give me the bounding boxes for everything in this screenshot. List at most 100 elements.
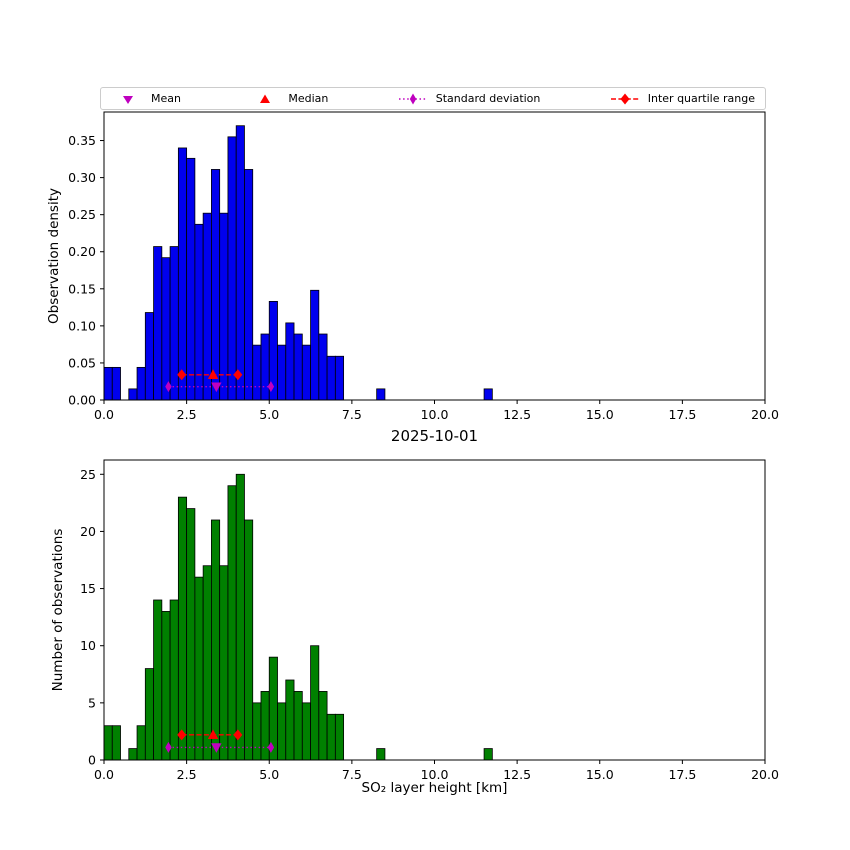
histogram-bar — [153, 599, 163, 761]
legend-label: Standard deviation — [435, 92, 541, 105]
mean-marker — [211, 743, 222, 753]
x-tick-label: 10.0 — [421, 767, 449, 782]
histogram-bar — [103, 725, 113, 761]
histogram-bar — [144, 312, 154, 401]
histogram-bar — [194, 223, 204, 401]
histogram-bar — [136, 366, 146, 401]
y-tick-label: 0 — [88, 753, 96, 768]
histogram-bar — [293, 333, 303, 401]
y-tick-label: 0.30 — [68, 170, 96, 185]
y-tick-label: 20 — [80, 524, 96, 539]
x-tick-label: 10.0 — [421, 407, 449, 422]
legend-label: Median — [288, 92, 329, 105]
legend: Mean Median Standard deviation Inter quarti… — [100, 87, 766, 110]
histogram-bar — [326, 355, 336, 401]
plot-title-date: 2025-10-01 — [390, 427, 479, 445]
x-tick-label: 15.0 — [586, 767, 614, 782]
iqr-diamond-marker — [177, 369, 187, 381]
histogram-bar — [194, 576, 204, 761]
histogram-bar — [301, 702, 311, 761]
histogram-bar — [252, 702, 262, 761]
legend-item: Standard deviation — [396, 92, 541, 106]
y-tick-label: 0.05 — [68, 355, 96, 370]
histogram-bar — [277, 344, 287, 401]
histogram-bar — [153, 246, 163, 401]
histogram-bar — [376, 748, 386, 761]
histogram-bar — [334, 713, 345, 761]
legend-item: Median — [248, 92, 328, 106]
y-tick-label: 5 — [88, 695, 96, 710]
histogram-bar — [318, 691, 328, 761]
x-tick-label: 12.5 — [503, 767, 531, 782]
histogram-bar — [144, 668, 154, 761]
histogram-bar — [111, 366, 121, 401]
iqr-line-icon — [610, 93, 639, 104]
histogram-bar — [111, 725, 121, 761]
histogram-bar — [318, 333, 328, 401]
x-tick-label: 0.0 — [94, 767, 114, 782]
histogram-bar — [227, 485, 237, 761]
y-tick-label: 0.25 — [68, 207, 96, 222]
histogram-bar — [334, 355, 345, 401]
mean-marker — [211, 382, 222, 393]
histogram-bar — [310, 645, 320, 761]
std-diamond-marker — [165, 381, 172, 393]
histogram-bar — [169, 599, 179, 761]
histogram-bar — [244, 519, 254, 761]
histogram-bar — [211, 519, 221, 761]
histogram-bar — [128, 748, 138, 761]
histogram-bar — [310, 289, 320, 401]
histogram-bar — [293, 691, 303, 761]
histogram-bar — [186, 157, 196, 401]
triangle-up-icon — [260, 94, 271, 103]
median-marker — [207, 369, 219, 379]
histogram-bar — [376, 388, 386, 401]
legend-label: Mean — [151, 92, 181, 105]
histogram-bar — [169, 246, 179, 401]
triangle-down-icon — [123, 95, 133, 104]
histogram-plot-0: 0.0 2.5 5.0 7.5 10.0 12.5 15.0 17.5 20.0 0.00 0.05… — [68, 111, 779, 422]
iqr-diamond-marker — [233, 369, 243, 381]
histogram-bar — [128, 388, 138, 401]
std-diamond-marker — [267, 741, 275, 753]
legend-label: Inter quartile range — [647, 92, 755, 105]
histogram-bar — [244, 169, 254, 401]
histogram-bar — [227, 136, 237, 401]
histogram-bar — [285, 679, 295, 761]
histogram-bar — [252, 344, 262, 401]
histogram-bar — [277, 702, 287, 761]
x-tick-label: 5.0 — [259, 767, 279, 782]
x-tick-label: 7.5 — [342, 767, 362, 782]
y-tick-label: 10 — [80, 638, 96, 653]
iqr-diamond-marker — [233, 729, 243, 741]
x-tick-label: 0.0 — [94, 407, 114, 422]
histogram-bar — [136, 725, 146, 761]
iqr-diamond-marker — [177, 729, 187, 741]
x-tick-label: 5.0 — [259, 407, 279, 422]
histogram-bar — [103, 366, 113, 401]
histogram-bar — [483, 388, 493, 401]
histogram-bar — [219, 212, 229, 401]
histogram-bar — [177, 496, 188, 761]
x-tick-label: 7.5 — [342, 407, 362, 422]
histogram-bar — [161, 257, 171, 401]
std-line-icon — [398, 93, 427, 104]
histogram-bar — [202, 212, 212, 401]
histogram-bar — [161, 611, 171, 761]
histogram-bar — [301, 344, 311, 401]
y-tick-label: 25 — [80, 467, 96, 482]
legend-item: Inter quartile range — [608, 92, 755, 106]
median-marker — [207, 729, 219, 740]
x-tick-label: 2.5 — [177, 767, 197, 782]
histogram-bar — [211, 169, 221, 401]
histogram-plot-1: 0.0 2.5 5.0 7.5 10.0 12.5 15.0 17.5 20.0 0 5 10 15 20… — [80, 459, 779, 782]
std-diamond-marker — [165, 741, 172, 753]
histogram-bar — [177, 147, 188, 401]
y-tick-label: 0.00 — [68, 393, 96, 408]
histogram-bar — [235, 473, 245, 761]
std-diamond-marker — [267, 381, 275, 393]
x-tick-label: 17.5 — [668, 407, 696, 422]
histogram-bar — [219, 565, 229, 761]
